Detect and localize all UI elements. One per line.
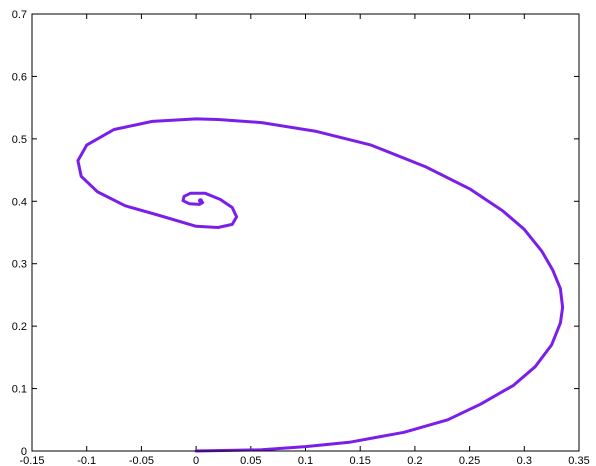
x-tick-label: 0.05 — [240, 455, 261, 466]
spiral-point — [113, 128, 115, 131]
y-tick-label: 0.1 — [12, 384, 27, 396]
spiral-point — [552, 269, 554, 271]
series-layer — [76, 117, 565, 453]
spiral-point — [541, 250, 543, 252]
x-tick-label: 0.25 — [459, 455, 480, 466]
spiral-point — [182, 200, 184, 202]
spiral-point — [236, 216, 238, 218]
spiral-point — [261, 122, 263, 124]
x-tick-label: -0.1 — [77, 455, 96, 466]
spiral-point — [231, 223, 233, 225]
spiral-point — [217, 226, 219, 229]
x-tick-label: 0.1 — [298, 455, 313, 466]
spiral-point — [315, 130, 317, 132]
spiral-point — [348, 441, 350, 443]
spiral-point — [97, 191, 99, 193]
x-tick-label: -0.05 — [129, 455, 154, 466]
x-tick-label: 0.15 — [349, 455, 370, 466]
spiral-point — [261, 449, 263, 451]
spiral-point — [151, 120, 153, 122]
spiral-point — [80, 175, 82, 177]
spiral-end-point — [198, 198, 203, 204]
spiral-point — [195, 225, 197, 227]
spiral-point — [370, 144, 372, 146]
spiral-point — [304, 446, 307, 448]
x-tick-label: 0.3 — [517, 455, 532, 466]
x-tick-label: 0.2 — [407, 455, 422, 466]
spiral-point — [219, 198, 221, 200]
x-tick-label: 0.35 — [568, 455, 589, 466]
spiral-point — [204, 192, 206, 194]
y-tick-label: 0.5 — [12, 134, 27, 146]
spiral-point — [551, 344, 553, 346]
spiral-point — [559, 288, 562, 290]
plot-frame — [31, 13, 580, 452]
spiral-point — [195, 118, 197, 120]
spiral-point — [188, 203, 191, 205]
spiral-point — [198, 203, 200, 205]
spiral-point — [86, 144, 88, 146]
spiral-point — [512, 384, 515, 386]
y-tick-label: 0.6 — [12, 71, 27, 83]
y-tick-label: 0.3 — [12, 259, 27, 271]
tick-label-layer: -0.15 -0.1 -0.05 0 0.05 0.1 0.15 0.2 0.25 0.3 0.35… — [12, 9, 590, 466]
y-tick-label: 0 — [21, 446, 27, 458]
spiral-point — [534, 366, 536, 368]
spiral-series-line — [76, 117, 565, 453]
spiral-point — [183, 195, 185, 197]
spiral-point — [217, 118, 219, 121]
spiral-point — [190, 192, 192, 194]
spiral-point — [523, 228, 525, 230]
spiral-point — [157, 214, 159, 216]
y-tick-label: 0.7 — [12, 9, 27, 21]
spiral-point — [231, 206, 233, 209]
spiral-point — [77, 160, 79, 162]
spiral-point — [425, 166, 427, 168]
spiral-point — [479, 403, 482, 405]
x-tick-label: 0 — [193, 455, 199, 466]
spiral-point — [447, 419, 449, 421]
spiral-point — [559, 322, 562, 324]
y-tick-label: 0.2 — [12, 321, 27, 333]
spiral-point — [469, 188, 471, 190]
spiral-point — [562, 306, 564, 308]
spiral-point — [124, 205, 126, 207]
spiral-point — [501, 210, 503, 212]
x-tick-label: -0.15 — [19, 455, 44, 466]
tick-layer — [31, 13, 580, 452]
y-tick-label: 0.4 — [12, 196, 27, 208]
spiral-point — [403, 431, 405, 433]
